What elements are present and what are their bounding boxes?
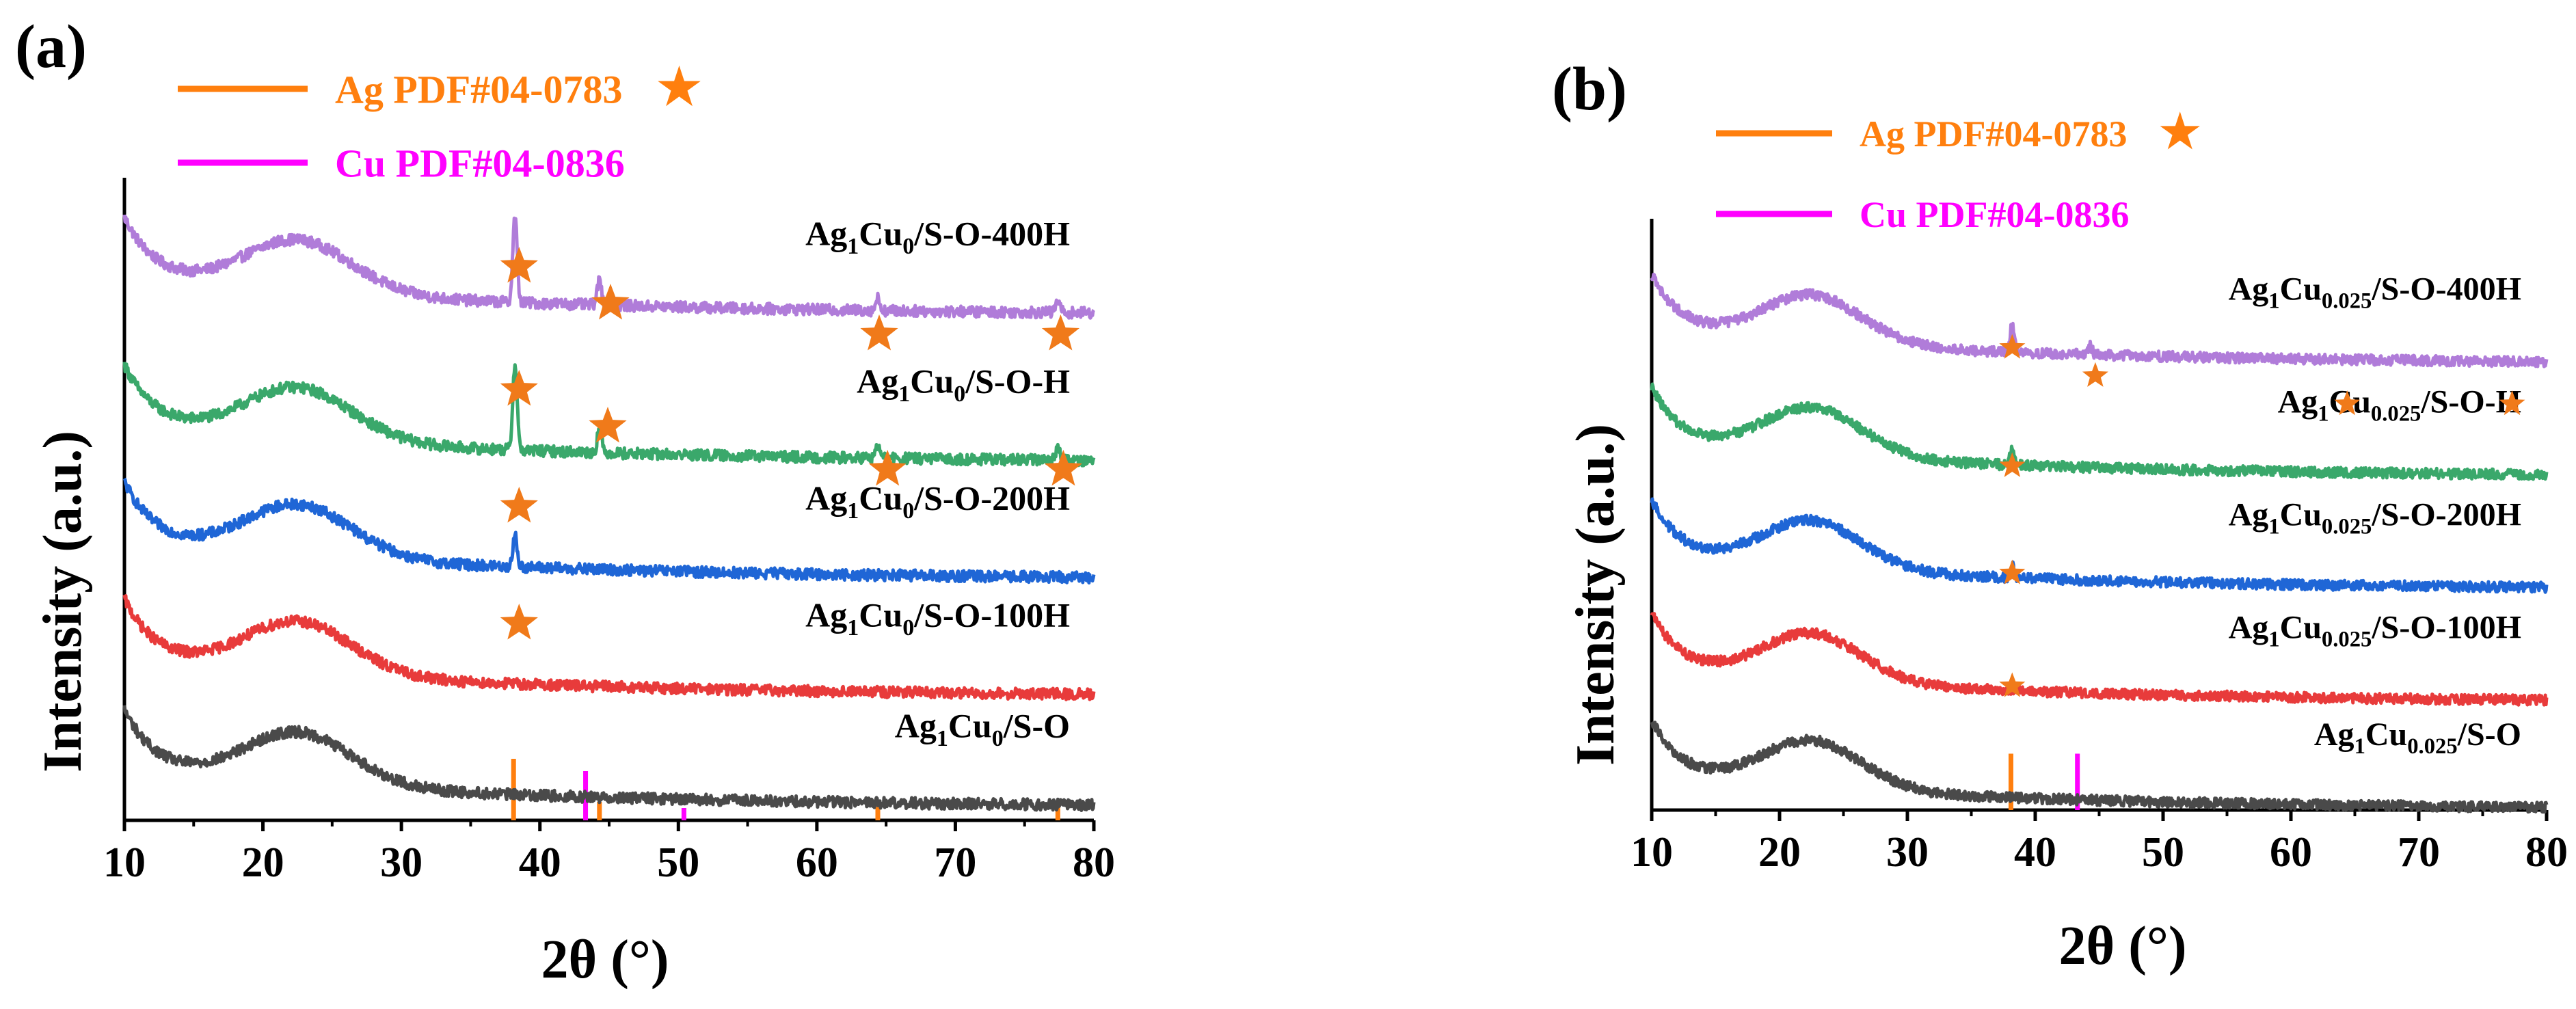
panel-a-x-axis-label: 2θ (°): [541, 930, 669, 990]
x-tick-label-a-70: 70: [934, 839, 976, 886]
panel-b-chart: (b) Ag PDF#04-0783 ★ Cu PDF#04-0836 10 20 30…: [1552, 55, 2568, 976]
x-tick-label-b-80: 80: [2525, 829, 2568, 876]
series-line-b-2: [1650, 497, 2549, 594]
series-line-a-4: [122, 705, 1096, 812]
legend-entry-b-1: Cu PDF#04-0836: [1860, 194, 2129, 235]
series-line-a-2: [122, 477, 1096, 584]
x-tick-label-a-20: 20: [242, 839, 284, 886]
peak-star-marker-a-9: [500, 604, 538, 640]
x-tick-label-b-20: 20: [1758, 829, 1801, 876]
peak-star-marker-a-0: [500, 247, 538, 283]
x-tick-label-b-60: 60: [2270, 829, 2312, 876]
legend-star-marker-b: ★: [2159, 107, 2201, 158]
x-tick-label-b-40: 40: [2014, 829, 2056, 876]
peak-star-marker-b-4: [1999, 452, 2026, 477]
series-line-b-4: [1650, 721, 2549, 814]
series-label-b-3: Ag1Cu0.025/S-O-100H: [2229, 609, 2521, 651]
panel-a-legend: Ag PDF#04-0783 ★ Cu PDF#04-0836: [178, 59, 701, 185]
panel-a-chart: (a) Ag PDF#04-0783 ★ Cu PDF#04-0836 10 20 30…: [15, 13, 1115, 990]
peak-star-marker-a-7: [1044, 450, 1082, 486]
series-label-a-1: Ag1Cu0/S-O-H: [857, 362, 1070, 407]
peak-star-marker-b-6: [1999, 672, 2026, 697]
series-label-b-1: Ag1Cu0.025/S-O-H: [2278, 384, 2521, 426]
x-tick-label-a-50: 50: [657, 839, 699, 886]
series-line-b-3: [1650, 612, 2549, 707]
series-label-a-2: Ag1Cu0/S-O-200H: [805, 479, 1070, 524]
peak-star-marker-a-5: [589, 407, 627, 443]
peak-star-marker-b-1: [2082, 362, 2108, 387]
peak-star-marker-a-6: [868, 450, 907, 486]
panel-b-x-axis-label: 2θ (°): [2058, 916, 2186, 976]
legend-entry-a-1: Cu PDF#04-0836: [335, 141, 625, 185]
legend-entry-a-0: Ag PDF#04-0783: [335, 67, 622, 111]
x-tick-label-b-10: 10: [1631, 829, 1673, 876]
series-line-a-3: [122, 594, 1096, 701]
series-label-a-0: Ag1Cu0/S-O-400H: [805, 215, 1070, 260]
peak-star-marker-a-2: [860, 314, 898, 351]
peak-star-marker-a-8: [500, 487, 538, 523]
series-line-a-1: [122, 362, 1096, 468]
peak-star-marker-b-2: [2334, 390, 2361, 416]
panel-b-legend: Ag PDF#04-0783 ★ Cu PDF#04-0836: [1716, 107, 2201, 235]
series-label-b-2: Ag1Cu0.025/S-O-200H: [2229, 496, 2521, 539]
x-tick-label-a-10: 10: [103, 839, 146, 886]
x-tick-label-a-30: 30: [380, 839, 422, 886]
panel-a-label: (a): [15, 13, 87, 81]
x-tick-label-b-70: 70: [2398, 829, 2440, 876]
peak-star-marker-b-0: [1999, 334, 2026, 359]
panel-b-y-axis-label: Intensity (a.u.): [1566, 424, 1626, 766]
x-tick-label-b-30: 30: [1886, 829, 1929, 876]
x-tick-label-a-80: 80: [1073, 839, 1115, 886]
series-line-b-1: [1650, 382, 2549, 481]
series-label-a-4: Ag1Cu0/S-O: [895, 707, 1070, 752]
legend-entry-b-0: Ag PDF#04-0783: [1860, 113, 2127, 154]
peak-star-marker-b-5: [1999, 559, 2026, 584]
panel-b-plot-area: 10 20 30 40 50 60 70 80 Ag1Cu0.025/S-O-400H Ag1Cu…: [1631, 219, 2568, 876]
peak-star-marker-a-4: [500, 370, 538, 406]
peak-star-marker-a-1: [591, 284, 630, 320]
legend-star-marker-a: ★: [657, 59, 701, 115]
panel-a-y-axis-label: Intensity (a.u.): [33, 431, 93, 772]
panel-b-label: (b): [1552, 55, 1627, 123]
peak-star-marker-b-3: [2499, 390, 2525, 416]
panel-a-plot-area: 10 20 30 40 50 60 70 80 Ag1Cu0/S-O-400H Ag1Cu0/S-…: [103, 178, 1115, 886]
peak-star-marker-a-3: [1041, 314, 1079, 351]
series-label-b-0: Ag1Cu0.025/S-O-400H: [2229, 271, 2521, 313]
x-tick-label-a-60: 60: [796, 839, 838, 886]
series-label-b-4: Ag1Cu0.025/S-O: [2314, 716, 2521, 759]
series-label-a-3: Ag1Cu0/S-O-100H: [805, 596, 1070, 641]
x-tick-label-b-50: 50: [2142, 829, 2184, 876]
x-tick-label-a-40: 40: [519, 839, 561, 886]
series-line-b-0: [1650, 272, 2549, 368]
